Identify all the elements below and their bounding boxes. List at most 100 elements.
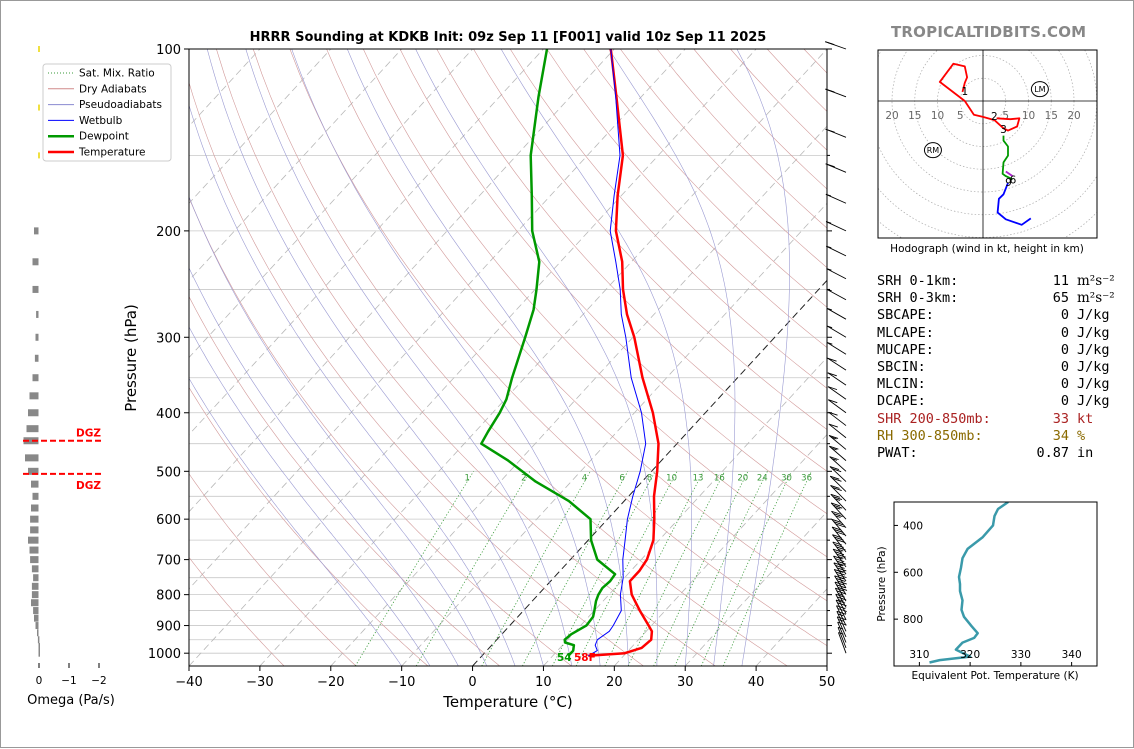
mixing-ratio-line: [482, 471, 591, 666]
omega-bar: [38, 46, 40, 52]
omega-bar: [33, 258, 39, 265]
omega-bar: [30, 392, 39, 399]
moist-adiabat: [146, 49, 487, 666]
hodograph-ring-label: 20: [1067, 110, 1080, 122]
theta-e-x-tick-label: 310: [909, 649, 929, 661]
mixing-ratio-line: [522, 471, 627, 666]
theta-e-x-label: Equivalent Pot. Temperature (K): [911, 670, 1078, 682]
omega-bar: [25, 454, 39, 461]
parameter-unit: m²s⁻²: [1069, 273, 1115, 290]
x-tick-label: 20: [606, 675, 623, 690]
wind-barb: [836, 594, 846, 613]
y-tick-label: 900: [156, 620, 181, 635]
omega-bar: [30, 516, 38, 523]
parameter-unit: %: [1069, 428, 1085, 445]
parameter-value: 0: [1009, 342, 1069, 359]
parameter-unit: J/kg: [1069, 393, 1110, 410]
theta-e-y-tick-label: 400: [903, 520, 923, 532]
omega-bar: [32, 591, 39, 598]
legend-entry: Sat. Mix. Ratio: [79, 68, 155, 80]
omega-bar: [33, 607, 38, 614]
hodograph-ring-label: 5: [1002, 110, 1009, 122]
x-tick-label: 50: [819, 675, 836, 690]
mixing-ratio-label: 36: [801, 474, 812, 484]
omega-bar: [33, 374, 39, 381]
dgz-label: DGZ: [76, 480, 101, 492]
x-tick-label: −30: [246, 675, 273, 690]
wind-barb: [825, 89, 846, 97]
isotherm: [118, 49, 685, 666]
hodograph-height-label: 1: [961, 86, 968, 98]
theta-e-frame: [894, 502, 1097, 666]
theta-e-line: [930, 502, 1009, 663]
y-tick-label: 100: [156, 43, 181, 58]
omega-bar: [36, 622, 39, 629]
parameter-value: 33: [1009, 411, 1069, 428]
mixing-ratio-line: [416, 471, 530, 666]
x-tick-label: 0: [468, 675, 476, 690]
parameter-unit: J/kg: [1069, 342, 1110, 359]
omega-axis-label: Omega (Pa/s): [27, 693, 115, 708]
theta-e-x-tick-label: 340: [1062, 649, 1082, 661]
omega-tick-label: −2: [91, 675, 106, 687]
y-tick-label: 600: [156, 513, 181, 528]
parameter-unit: kt: [1069, 411, 1093, 428]
y-tick-label: 400: [156, 407, 181, 422]
omega-bar: [30, 526, 38, 533]
parameter-row: RH 300-850mb:34%: [877, 428, 1117, 445]
parameter-unit: J/kg: [1069, 325, 1110, 342]
omega-bar: [39, 650, 41, 657]
legend-entry: Wetbulb: [79, 115, 123, 127]
wind-barb: [828, 400, 846, 413]
dgz-label: DGZ: [76, 428, 101, 440]
parameter-label: MLCAPE:: [877, 325, 1009, 342]
legend-entry: Temperature: [78, 147, 146, 159]
mixing-ratio-label: 10: [666, 474, 677, 484]
omega-bar: [30, 547, 39, 554]
mixing-ratio-line: [355, 471, 473, 666]
wind-barb: [827, 343, 846, 355]
omega-bar: [32, 565, 39, 572]
mixing-ratio-label: 20: [737, 474, 748, 484]
omega-bar: [27, 425, 39, 432]
x-tick-label: −20: [317, 675, 344, 690]
omega-bar: [33, 574, 38, 581]
omega-bar: [31, 481, 39, 488]
wind-barb: [825, 42, 846, 49]
surface-temperature-label: 58F: [574, 652, 596, 664]
hodograph-height-label: 3: [1000, 124, 1007, 136]
mixing-ratio-label: 6: [619, 474, 624, 484]
parameter-unit: J/kg: [1069, 376, 1110, 393]
omega-bar: [33, 286, 39, 293]
y-tick-label: 300: [156, 331, 181, 346]
mixing-ratio-label: 13: [693, 474, 704, 484]
wind-barb: [831, 494, 846, 510]
parameter-unit: m²s⁻²: [1069, 290, 1115, 307]
parameter-unit: J/kg: [1069, 307, 1110, 324]
parameter-value: 11: [1009, 273, 1069, 290]
storm-motion-label: LM: [1034, 85, 1045, 94]
parameter-label: SRH 0-1km:: [877, 273, 1009, 290]
mixing-ratio-label: 4: [582, 474, 587, 484]
moist-adiabat: [292, 49, 601, 666]
mixing-ratio-label: 8: [647, 474, 652, 484]
mixing-ratio-label: 30: [781, 474, 792, 484]
wind-barb: [826, 164, 846, 173]
wind-barb: [826, 194, 846, 203]
hodograph-segment: [998, 183, 1031, 225]
wind-barb: [827, 289, 846, 299]
parameter-value: 0.87: [1009, 445, 1069, 462]
legend-entry: Dry Adiabats: [79, 83, 147, 95]
hodograph-ring-label: 10: [1022, 110, 1035, 122]
omega-bar: [28, 409, 39, 416]
omega-bar: [39, 643, 41, 650]
parameter-value: 0: [1009, 307, 1069, 324]
isotherm: [189, 49, 756, 666]
mixing-ratio-line: [654, 471, 748, 666]
